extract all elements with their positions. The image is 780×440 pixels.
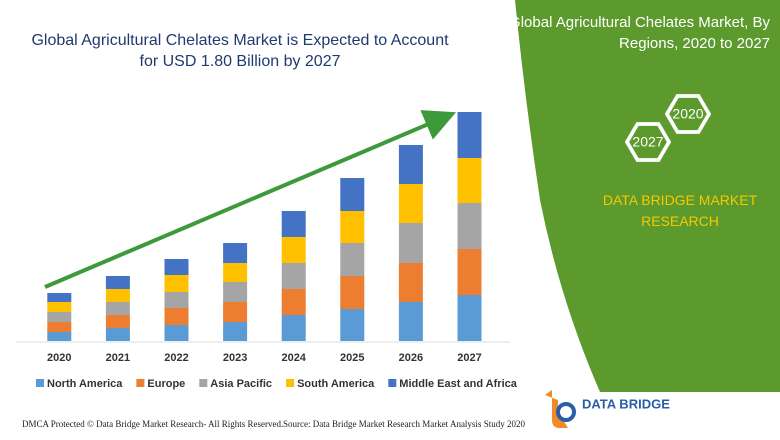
bar-segment	[457, 249, 482, 295]
x-tick-label: 2023	[223, 352, 247, 364]
legend-swatch	[199, 379, 208, 387]
bar-segment	[223, 322, 248, 341]
bar-segment	[105, 289, 130, 302]
x-tick-label: 2024	[281, 352, 306, 364]
bar-segment	[457, 295, 482, 341]
legend-label: Asia Pacific	[210, 378, 272, 390]
bar-segment	[164, 275, 189, 292]
bar-segment	[281, 211, 306, 237]
hex-label: 2020	[672, 106, 703, 122]
bar-segment	[223, 263, 248, 282]
legend-swatch	[36, 379, 44, 387]
chart-title: Global Agricultural Chelates Market is E…	[31, 32, 449, 70]
bar-segment	[164, 259, 189, 275]
x-tick-label: 2021	[106, 352, 130, 364]
bar-segment	[223, 302, 248, 322]
bar-segment	[164, 292, 189, 308]
bar-segment	[223, 282, 248, 302]
bar-segment	[398, 263, 423, 302]
bar-segment	[105, 315, 130, 328]
footer-note: DMCA Protected © Data Bridge Market Rese…	[22, 419, 284, 429]
bar-segment	[164, 325, 189, 341]
logo-mark	[556, 402, 576, 422]
bar-segment	[457, 112, 482, 158]
bar-segment	[47, 322, 72, 332]
bar-segment	[105, 328, 130, 341]
bar-segment	[398, 145, 423, 184]
panel-title: Global Agricultural Chelates Market, By …	[509, 14, 770, 52]
bar-segment	[105, 276, 130, 289]
bar-segment	[105, 302, 130, 315]
bar-segment	[281, 315, 306, 341]
logo-text: DATA BRIDGE	[582, 396, 670, 411]
side-panel	[515, 0, 780, 392]
bar-segment	[398, 302, 423, 341]
bar-segment	[281, 263, 306, 289]
hexagon	[664, 94, 712, 134]
legend-label: Middle East and Africa	[399, 378, 517, 390]
x-tick-label: 2026	[399, 352, 423, 364]
bar-segment	[340, 211, 365, 243]
bar-segment	[47, 312, 72, 322]
bar-segment	[457, 158, 482, 203]
bar-segment	[340, 276, 365, 309]
bar-segment	[340, 309, 365, 341]
legend-label: South America	[297, 378, 375, 390]
bar-segment	[398, 223, 423, 263]
legend-swatch	[136, 379, 145, 387]
bar-segment	[457, 203, 482, 249]
legend-swatch	[286, 379, 295, 387]
bar-segment	[47, 302, 72, 312]
hex-label: 2027	[632, 134, 663, 150]
bar-segment	[398, 184, 423, 223]
legend-swatch	[388, 379, 397, 387]
x-tick-label: 2020	[47, 352, 71, 364]
bar-segment	[47, 293, 72, 302]
x-tick-label: 2027	[457, 352, 481, 364]
trend-arrow	[44, 110, 457, 289]
legend-label: Europe	[147, 378, 185, 390]
bar-segment	[281, 237, 306, 263]
hexagon	[624, 122, 672, 162]
brand: DATA BRIDGE MARKET RESEARCH	[602, 192, 758, 229]
bar-segment	[164, 308, 189, 325]
x-tick-label: 2022	[164, 352, 188, 364]
bar-segment	[340, 178, 365, 211]
x-tick-label: 2025	[340, 352, 364, 364]
legend-label: North America	[47, 378, 123, 390]
bar-segment	[47, 332, 72, 341]
bar-segment	[340, 243, 365, 276]
bar-segment	[281, 289, 306, 315]
footer-source: Source: Data Bridge Market Research Mark…	[283, 419, 525, 429]
bar-segment	[223, 243, 248, 263]
